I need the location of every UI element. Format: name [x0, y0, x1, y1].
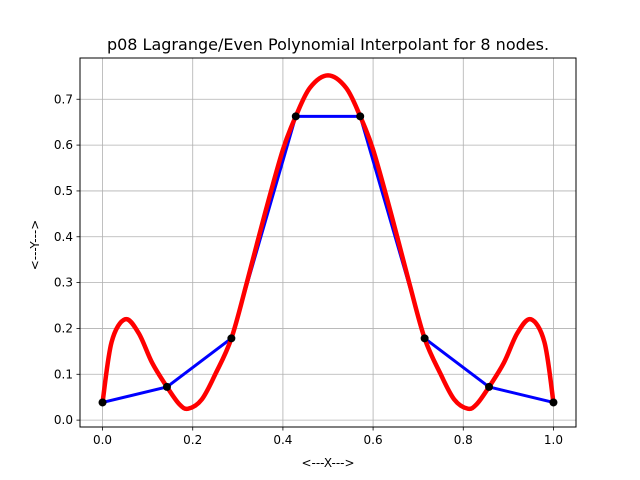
- series-layer: [98, 73, 558, 412]
- node-point: [98, 398, 107, 407]
- node-point: [291, 112, 300, 121]
- node-point: [549, 398, 558, 407]
- x-tick-label: 1.0: [544, 433, 563, 447]
- node-point: [227, 334, 236, 343]
- y-tick-label: 0.4: [54, 230, 73, 244]
- plot-area: 0.0 0.2 0.4 0.6 0.8 1.0 0.0 0.1 0.2 0.3 0.4 0.5 0.6 0…: [54, 57, 577, 447]
- x-tick-label: 0.4: [273, 433, 292, 447]
- tick-layer: 0.0 0.2 0.4 0.6 0.8 1.0 0.0 0.1 0.2 0.3 0.4 0.5 0.6 0…: [54, 92, 563, 447]
- series-interpolant: [100, 73, 556, 412]
- y-axis-label: <---Y--->: [28, 220, 42, 271]
- chart-title: p08 Lagrange/Even Polynomial Interpolant…: [107, 35, 549, 54]
- node-point: [162, 382, 171, 391]
- x-tick-label: 0.2: [183, 433, 202, 447]
- x-tick-label: 0.6: [364, 433, 383, 447]
- node-point: [420, 334, 429, 343]
- node-point: [485, 382, 494, 391]
- y-tick-label: 0.3: [54, 276, 73, 290]
- series-piecewise-linear: [102, 114, 554, 404]
- x-axis-label: <---X--->: [301, 456, 354, 470]
- y-tick-label: 0.5: [54, 184, 73, 198]
- x-tick-label: 0.8: [454, 433, 473, 447]
- axes-frame: [79, 57, 577, 428]
- grid: [80, 58, 576, 427]
- node-point: [356, 112, 365, 121]
- y-tick-label: 0.2: [54, 321, 73, 335]
- y-tick-label: 0.1: [54, 367, 73, 381]
- y-tick-label: 0.6: [54, 138, 73, 152]
- y-tick-label: 0.7: [54, 92, 73, 106]
- y-tick-label: 0.0: [54, 413, 73, 427]
- x-tick-label: 0.0: [93, 433, 112, 447]
